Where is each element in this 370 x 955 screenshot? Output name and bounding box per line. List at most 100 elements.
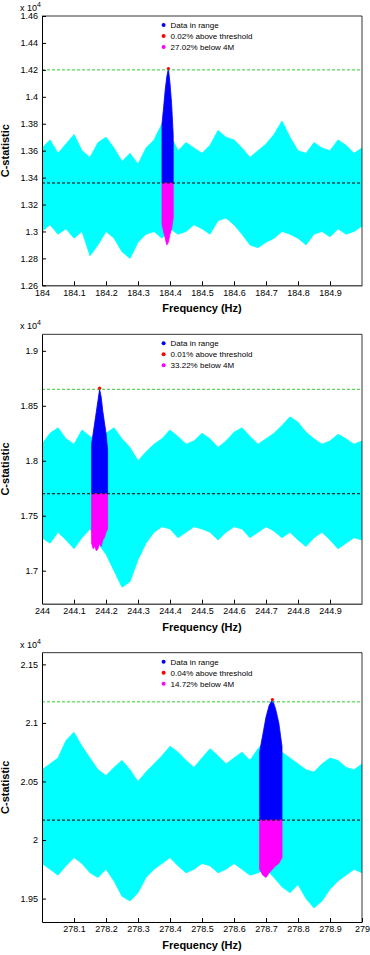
- tick-label: 244.2: [95, 606, 118, 616]
- y-tick: 2.1: [25, 718, 46, 728]
- data-band: [92, 494, 108, 551]
- tick-mark: [74, 918, 75, 922]
- tick-mark: [362, 918, 363, 922]
- tick-mark: [330, 918, 331, 922]
- legend-marker: [162, 682, 166, 686]
- tick-mark: [42, 351, 46, 352]
- multiplier-base: x 10: [20, 640, 37, 650]
- y-tick: 2.05: [20, 777, 46, 787]
- data-band: [42, 417, 362, 587]
- multiplier-base: x 10: [20, 321, 37, 331]
- x-tick: 184.5: [191, 281, 214, 297]
- tick-label: 1.38: [20, 119, 38, 129]
- legend-label: Data in range: [171, 658, 220, 667]
- tick-mark: [42, 124, 46, 125]
- tick-label: 1.95: [20, 894, 38, 904]
- x-tick: 244.6: [223, 600, 246, 616]
- tick-mark: [42, 840, 46, 841]
- y-tick: 1.44: [20, 38, 46, 48]
- tick-mark: [74, 600, 75, 604]
- legend-label: Data in range: [171, 339, 220, 348]
- y-tick: 1.7: [25, 566, 46, 576]
- y-tick: 1.32: [20, 200, 46, 210]
- x-axis-title: Frequency (Hz): [162, 302, 242, 314]
- y-axis: 1.9522.052.12.15: [20, 653, 46, 922]
- x-tick: 244.8: [287, 600, 310, 616]
- tick-label: 1.28: [20, 254, 38, 264]
- y-tick: 1.28: [20, 254, 46, 264]
- tick-label: 278.4: [159, 924, 182, 934]
- tick-mark: [42, 178, 46, 179]
- tick-label: 278.2: [95, 924, 118, 934]
- tick-mark: [234, 281, 235, 285]
- tick-label: 2.15: [20, 660, 38, 670]
- tick-mark: [106, 600, 107, 604]
- y-tick: 1.3: [25, 227, 46, 237]
- axis-multiplier: x 104: [20, 638, 41, 650]
- legend-marker: [162, 352, 166, 356]
- x-tick: 244.4: [159, 600, 182, 616]
- tick-label: 184.5: [191, 288, 214, 298]
- tick-mark: [42, 16, 46, 17]
- y-tick: 1.8: [25, 456, 46, 466]
- tick-mark: [74, 281, 75, 285]
- multiplier-exponent: 4: [37, 319, 41, 326]
- x-tick: 278.1: [63, 918, 86, 934]
- tick-label: 1.26: [20, 281, 38, 291]
- x-tick: 184.3: [127, 281, 150, 297]
- tick-mark: [42, 151, 46, 152]
- y-tick: 1.42: [20, 65, 46, 75]
- axis-multiplier: x 104: [20, 319, 41, 331]
- tick-label: 244.4: [159, 606, 182, 616]
- x-tick: 278.9: [319, 918, 342, 934]
- multiplier-exponent: 4: [37, 638, 41, 645]
- tick-mark: [106, 281, 107, 285]
- tick-label: 278.8: [287, 924, 310, 934]
- x-tick: 184.1: [63, 281, 86, 297]
- tick-label: 1.3: [25, 227, 38, 237]
- tick-label: 1.42: [20, 65, 38, 75]
- x-tick: 278.3: [127, 918, 150, 934]
- plot-frame: [42, 652, 362, 653]
- tick-mark: [330, 600, 331, 604]
- data-band: [42, 732, 362, 908]
- tick-label: 1.75: [20, 511, 38, 521]
- x-tick: 244.1: [63, 600, 86, 616]
- legend: Data in range0.04% above threshold14.72%…: [162, 658, 253, 689]
- y-axis: 1.261.281.31.321.341.361.381.41.421.441.…: [20, 11, 46, 290]
- tick-mark: [42, 406, 46, 407]
- tick-mark: [202, 918, 203, 922]
- tick-mark: [234, 600, 235, 604]
- tick-mark: [234, 918, 235, 922]
- legend-marker: [162, 23, 166, 27]
- x-tick: 184.4: [159, 281, 182, 297]
- chart-panel: 184184.1184.2184.3184.4184.5184.6184.718…: [0, 1, 363, 314]
- tick-mark: [42, 70, 46, 71]
- tick-label: 184.6: [223, 288, 246, 298]
- x-tick: 244.7: [255, 600, 278, 616]
- tick-mark: [42, 899, 46, 900]
- x-axis: 184184.1184.2184.3184.4184.5184.6184.718…: [35, 281, 363, 297]
- x-tick: 184.8: [287, 281, 310, 297]
- y-tick: 1.9: [25, 346, 46, 356]
- tick-label: 278.6: [223, 924, 246, 934]
- legend-label: 0.02% above threshold: [171, 32, 253, 41]
- legend-marker: [162, 660, 166, 664]
- plot-frame: [42, 334, 362, 335]
- x-tick: 184.2: [95, 281, 118, 297]
- tick-label: 244.3: [127, 606, 150, 616]
- tick-mark: [330, 281, 331, 285]
- reference-line: [42, 493, 362, 494]
- tick-label: 1.8: [25, 456, 38, 466]
- x-axis-title: Frequency (Hz): [162, 621, 242, 633]
- tick-label: 278.1: [63, 924, 86, 934]
- y-axis-title: C-statistic: [0, 442, 11, 495]
- legend-label: 27.02% below 4M: [171, 43, 235, 52]
- multiplier-exponent: 4: [37, 1, 41, 8]
- reference-line: [42, 389, 362, 390]
- data-band: [42, 121, 362, 258]
- tick-label: 184.3: [127, 288, 150, 298]
- y-tick: 1.26: [20, 281, 46, 291]
- axis-multiplier: x 104: [20, 1, 41, 13]
- plot-frame: [362, 653, 363, 922]
